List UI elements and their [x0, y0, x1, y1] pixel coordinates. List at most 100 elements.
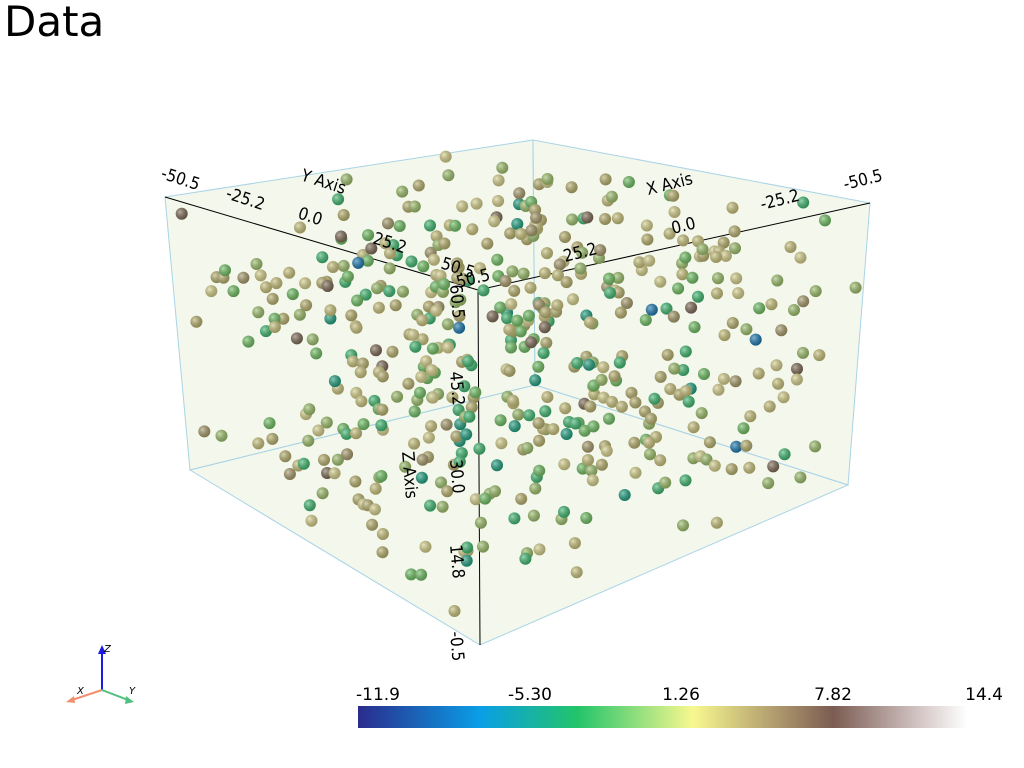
sphere	[328, 375, 341, 388]
sphere	[370, 344, 382, 357]
sphere	[420, 355, 433, 368]
sphere	[504, 227, 517, 240]
sphere	[685, 301, 698, 314]
sphere	[383, 262, 396, 275]
sphere	[366, 518, 379, 531]
sphere	[725, 463, 738, 476]
sphere	[424, 219, 436, 232]
z-tick-label: 30.0	[445, 459, 468, 495]
sphere	[346, 355, 359, 368]
sphere	[696, 243, 709, 256]
sphere	[614, 306, 627, 319]
sphere	[618, 489, 631, 501]
sphere	[615, 400, 628, 413]
sphere	[813, 349, 826, 362]
sphere	[369, 503, 381, 516]
sphere	[293, 308, 306, 321]
sphere	[270, 277, 283, 290]
sphere	[494, 414, 507, 427]
sphere	[260, 325, 272, 338]
sphere	[622, 176, 635, 188]
sphere	[473, 262, 486, 275]
sphere	[414, 386, 426, 399]
sphere	[337, 259, 350, 272]
sphere	[419, 540, 432, 553]
sphere	[435, 476, 447, 489]
sphere	[300, 299, 313, 312]
sphere	[729, 375, 742, 388]
sphere	[389, 299, 402, 312]
sphere	[788, 304, 800, 316]
sphere	[424, 499, 437, 512]
sphere	[762, 477, 775, 490]
sphere	[460, 428, 473, 441]
z-tick-label: 14.8	[445, 544, 468, 580]
sphere	[584, 400, 597, 413]
sphere	[355, 395, 368, 408]
sphere	[743, 461, 756, 474]
sphere	[354, 366, 367, 379]
sphere	[375, 470, 388, 482]
sphere	[794, 471, 807, 484]
sphere	[340, 427, 353, 440]
sphere	[595, 373, 608, 386]
sphere	[541, 173, 554, 185]
sphere	[794, 251, 807, 264]
sphere	[753, 302, 766, 315]
sphere	[809, 285, 822, 298]
sphere	[250, 258, 263, 270]
sphere	[463, 410, 476, 423]
sphere	[537, 347, 550, 359]
sphere	[641, 233, 654, 246]
sphere	[456, 200, 469, 213]
sphere	[524, 281, 537, 294]
sphere	[494, 301, 507, 314]
sphere	[639, 314, 652, 326]
sphere	[496, 161, 509, 174]
sphere	[580, 512, 593, 524]
sphere	[341, 448, 354, 461]
spheres	[175, 150, 862, 617]
sphere	[576, 246, 589, 259]
sphere	[448, 605, 461, 617]
sphere	[711, 287, 723, 300]
sphere	[470, 197, 483, 210]
sphere	[477, 284, 490, 297]
sphere	[692, 290, 704, 303]
sphere	[415, 568, 428, 581]
sphere	[726, 201, 739, 214]
sphere	[453, 310, 466, 322]
colorbar	[358, 706, 967, 728]
sphere	[501, 312, 514, 325]
sphere	[540, 336, 553, 349]
sphere	[303, 403, 316, 416]
sphere	[597, 361, 610, 374]
sphere	[372, 301, 385, 314]
sphere	[512, 408, 525, 421]
sphere	[473, 442, 486, 455]
z-tick-label: 45.2	[445, 371, 468, 407]
z-axis-title: Z Axis	[397, 451, 421, 500]
sphere	[777, 391, 790, 404]
sphere	[517, 267, 530, 280]
sphere	[402, 377, 415, 390]
sphere	[532, 417, 545, 430]
sphere	[252, 437, 265, 450]
sphere	[321, 280, 334, 292]
sphere	[441, 318, 454, 331]
sphere	[568, 537, 581, 550]
sphere	[341, 270, 354, 283]
sphere	[382, 217, 394, 230]
sphere	[698, 368, 710, 380]
sphere	[529, 374, 542, 387]
sphere	[505, 341, 517, 354]
sphere	[583, 358, 595, 371]
sphere	[371, 282, 384, 295]
sphere	[784, 241, 797, 253]
sphere	[405, 255, 418, 268]
sphere	[416, 333, 429, 346]
sphere	[359, 288, 372, 301]
colorbar-label: 1.26	[662, 685, 700, 705]
sphere	[569, 417, 582, 430]
sphere	[611, 212, 624, 225]
